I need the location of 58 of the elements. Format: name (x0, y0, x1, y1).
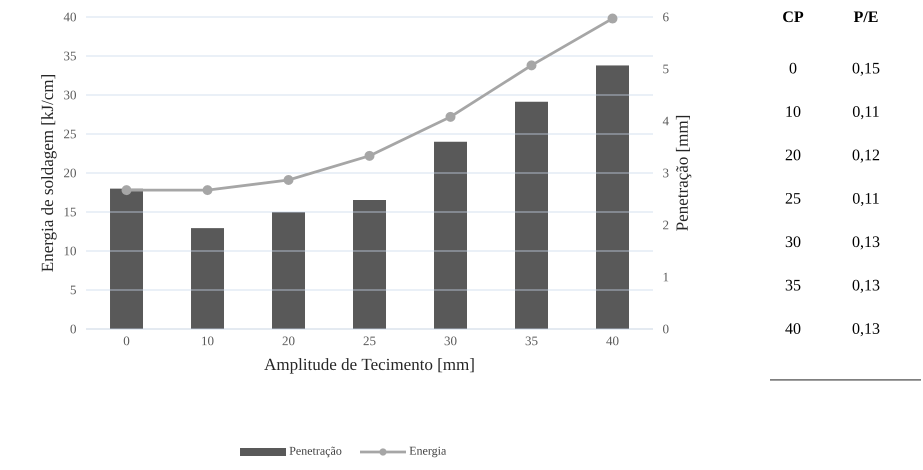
point (284, 175, 294, 186)
y-tick-label: 10 (64, 246, 76, 256)
point (364, 150, 375, 161)
x-tick-label: 10 (202, 336, 214, 346)
bar (596, 65, 630, 329)
y-tick-label: 20 (64, 168, 76, 178)
text: 0,13 (852, 236, 880, 250)
point (608, 14, 618, 24)
text: 0,12 (852, 150, 880, 163)
x-tick-label: 30 (444, 336, 457, 346)
x-tick-label: 40 (606, 336, 619, 346)
x-tick-label: 0 (124, 336, 130, 346)
text: 10 (786, 106, 800, 117)
y-tick-label: 25 (64, 130, 76, 138)
text: 0,15 (852, 62, 880, 76)
bar (515, 102, 548, 329)
text: 0,13 (852, 323, 880, 336)
y-axis-title: Energia de soldagem [kJ/cm] (41, 75, 57, 272)
bar (353, 200, 386, 329)
x-axis-title: Amplitude de Tecimento [mm] (264, 358, 474, 374)
x-tick-label: 25 (364, 336, 376, 346)
y2-tick-label: 5 (663, 64, 669, 74)
y2-tick-label: 6 (663, 12, 669, 22)
text: 40 (785, 323, 800, 334)
y-tick-label: 5 (70, 286, 76, 294)
bar (191, 228, 224, 329)
text: 30 (786, 236, 800, 248)
point (122, 185, 132, 196)
legend-label: Penetração (290, 446, 342, 458)
y-tick-label: 30 (64, 90, 76, 100)
y-tick-label: 40 (64, 12, 76, 22)
text: 0,11 (852, 192, 879, 206)
text: 20 (786, 150, 800, 160)
text: 0 (790, 62, 796, 74)
text: 25 (786, 193, 800, 204)
bar (272, 212, 306, 329)
y2-tick-label: 4 (662, 116, 669, 126)
bar (110, 188, 144, 329)
text: P/E (854, 11, 878, 22)
text: 0,11 (852, 106, 879, 120)
point (526, 60, 537, 70)
point (446, 112, 456, 122)
y2-tick-label: 1 (664, 272, 668, 282)
text: 35 (786, 280, 800, 291)
x-tick-label: 20 (282, 336, 295, 346)
y2-tick-label: 2 (663, 220, 668, 230)
y-tick-label: 35 (64, 52, 76, 60)
text: 0,13 (852, 280, 880, 293)
y2-tick-label: 0 (663, 324, 669, 334)
y-tick-label: 15 (64, 208, 76, 216)
y-tick-label: 0 (70, 324, 76, 334)
legend-label: Energia (410, 446, 446, 458)
point (202, 185, 213, 196)
y2-axis-title: Penetração [mm] (676, 116, 692, 231)
bar (434, 142, 468, 329)
x-tick-label: 35 (526, 336, 538, 346)
y2-tick-label: 3 (663, 168, 669, 178)
text: CP (783, 11, 804, 22)
